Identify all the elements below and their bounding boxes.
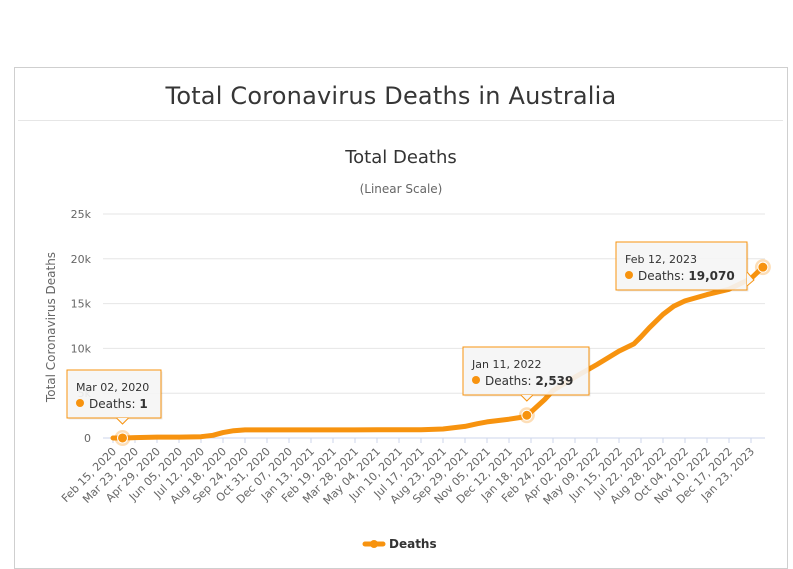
- legend-label: Deaths: [389, 537, 437, 551]
- chart-subtitle: (Linear Scale): [360, 182, 443, 196]
- tooltip-series-name: Deaths:: [485, 374, 535, 388]
- tooltip-date: Feb 12, 2023: [625, 253, 697, 266]
- tooltip-pointer: [520, 394, 534, 402]
- legend[interactable]: Deaths: [362, 537, 437, 551]
- tooltip-pointer: [746, 271, 755, 287]
- tooltip-series-dot: [472, 376, 480, 384]
- y-tick-label: 15k: [71, 298, 92, 311]
- tooltip-date: Jan 11, 2022: [471, 358, 541, 371]
- data-point-marker: [757, 261, 769, 273]
- tooltip-series-name: Deaths:: [89, 397, 139, 411]
- tooltip-value: 2,539: [535, 374, 573, 388]
- tooltip-value: 1: [139, 397, 147, 411]
- tooltip-series-dot: [625, 271, 633, 279]
- title-divider: [18, 120, 783, 121]
- tooltip-date: Mar 02, 2020: [76, 381, 149, 394]
- tooltip: Mar 02, 2020 Deaths: 1: [66, 369, 163, 446]
- data-point-marker: [521, 409, 533, 421]
- y-tick-label: 10k: [71, 342, 92, 355]
- tooltip-value: 19,070: [688, 269, 734, 283]
- chart-title: Total Deaths: [344, 147, 457, 168]
- legend-marker: [370, 540, 378, 548]
- y-tick-label: 25k: [71, 208, 92, 221]
- series-layer: [110, 264, 766, 441]
- tooltips-layer: Mar 02, 2020 Deaths: 1 Jan 11, 2022 Deaths:…: [66, 241, 771, 446]
- tooltip-label: Deaths: 19,070: [638, 269, 735, 283]
- y-axis-label: Total Coronavirus Deaths: [44, 252, 58, 403]
- series-line: [110, 264, 766, 441]
- tooltip-series-dot: [76, 399, 84, 407]
- tooltip: Jan 11, 2022 Deaths: 2,539: [462, 346, 591, 424]
- data-point-marker: [117, 432, 129, 444]
- tooltip-box: [66, 369, 162, 419]
- tooltip-pointer: [116, 417, 129, 425]
- page-title: Total Coronavirus Deaths in Australia: [165, 82, 617, 110]
- y-tick-label: 20k: [71, 253, 92, 266]
- tooltip-series-name: Deaths:: [638, 269, 688, 283]
- tooltip: Feb 12, 2023 Deaths: 19,070: [615, 241, 771, 292]
- tooltip-box: [615, 241, 748, 291]
- tooltip-label: Deaths: 2,539: [485, 374, 573, 388]
- tooltip-label: Deaths: 1: [89, 397, 148, 411]
- tooltip-box: [462, 346, 590, 396]
- y-tick-label: 0: [84, 432, 91, 445]
- y-axis-ticks: 05k10k15k20k25k: [71, 208, 92, 445]
- line-chart: Total Deaths (Linear Scale) Total Corona…: [44, 147, 771, 551]
